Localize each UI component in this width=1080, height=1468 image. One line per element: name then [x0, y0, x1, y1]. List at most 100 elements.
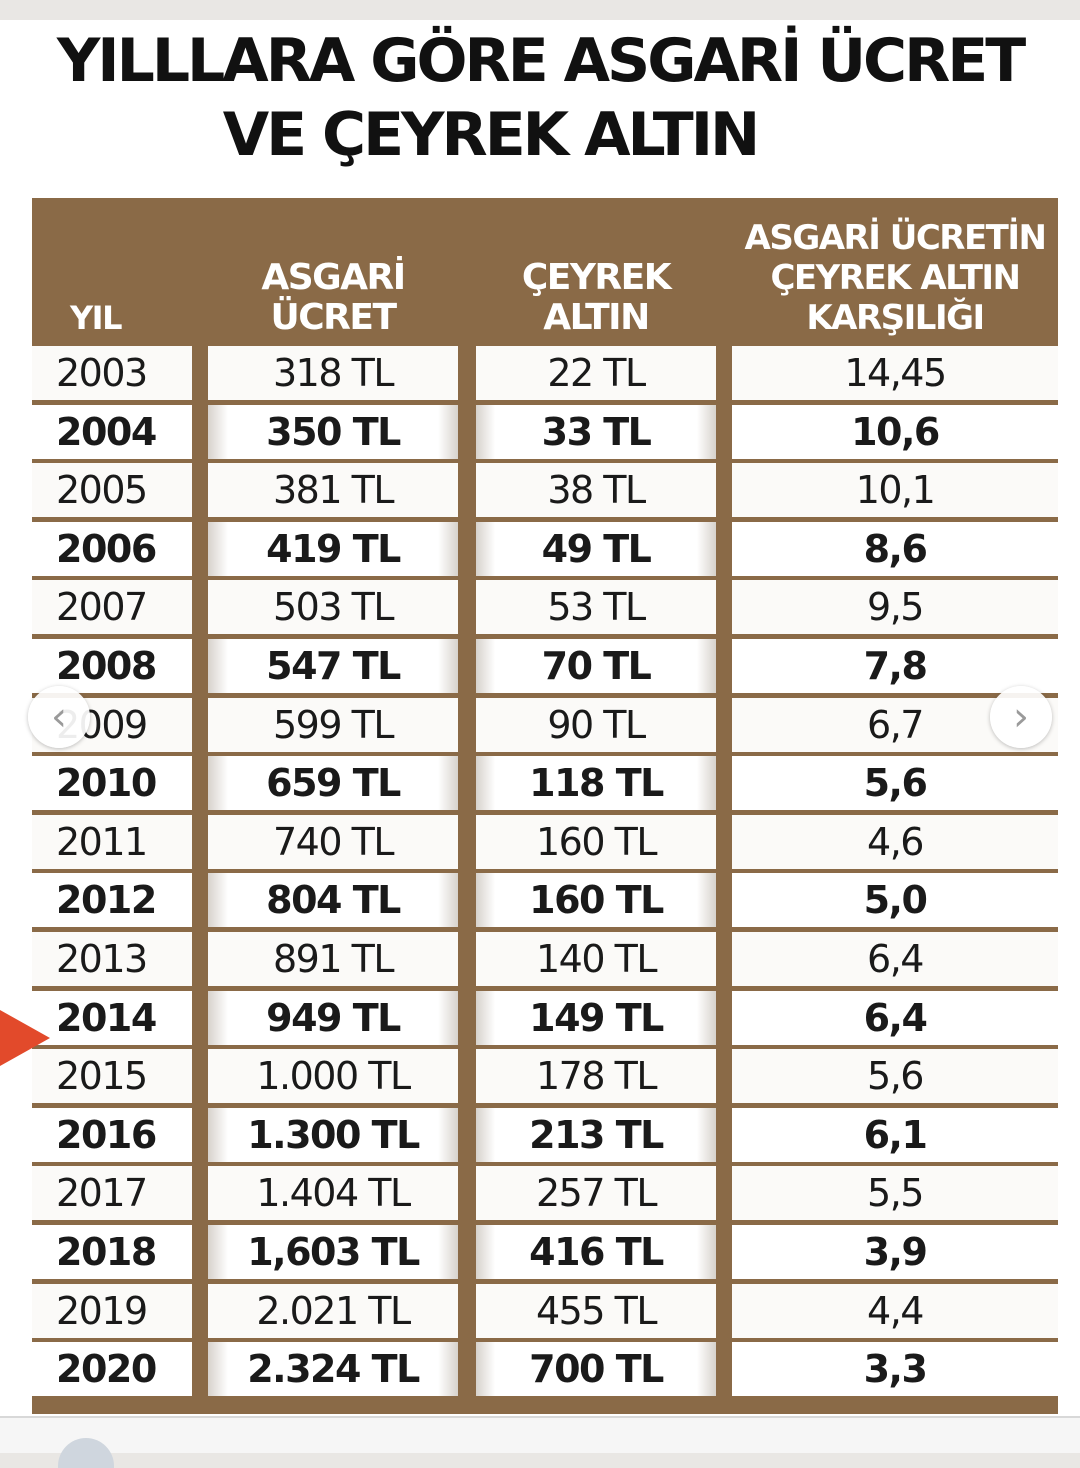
cell-ratio: 10,1	[732, 463, 1058, 518]
cell-year: 2013	[32, 931, 192, 986]
cell-quarter-gold: 700 TL	[476, 1342, 716, 1397]
cell-minimum-wage: 949 TL	[208, 990, 458, 1045]
cell-ratio: 3,9	[732, 1224, 1058, 1279]
cell-year: 2004	[32, 404, 192, 459]
cell-ratio: 6,1	[732, 1107, 1058, 1162]
cell-quarter-gold: 33 TL	[476, 404, 716, 459]
cell-quarter-gold: 178 TL	[476, 1049, 716, 1104]
cell-year: 2007	[32, 580, 192, 635]
title-line-2: VE ÇEYREK ALTIN	[222, 100, 761, 170]
cell-ratio: 6,4	[732, 931, 1058, 986]
cell-ratio: 6,4	[732, 990, 1058, 1045]
cell-year: 2017	[32, 1166, 192, 1221]
table-row: 2007 503 TL 53 TL 9,5	[32, 578, 1058, 637]
cell-quarter-gold: 70 TL	[476, 638, 716, 693]
cell-ratio: 8,6	[732, 521, 1058, 576]
cell-year: 2008	[32, 638, 192, 693]
carousel-prev-button[interactable]: ‹	[28, 686, 90, 748]
table-row: 2019 2.021 TL 455 TL 4,4	[32, 1282, 1058, 1341]
table-row: 2004 350 TL 33 TL 10,6	[32, 403, 1058, 462]
cell-minimum-wage: 804 TL	[208, 873, 458, 928]
cell-ratio: 5,6	[732, 1049, 1058, 1104]
table-row: 2020 2.324 TL 700 TL 3,3	[32, 1340, 1058, 1399]
cell-quarter-gold: 160 TL	[476, 873, 716, 928]
cell-quarter-gold: 90 TL	[476, 697, 716, 752]
table-body: 2003 318 TL 22 TL 14,45 2004 350 TL 33 TL 10,6 2…	[32, 344, 1058, 1399]
cell-quarter-gold: 22 TL	[476, 346, 716, 400]
cell-quarter-gold: 455 TL	[476, 1283, 716, 1338]
cell-quarter-gold: 257 TL	[476, 1166, 716, 1221]
cell-year: 2015	[32, 1049, 192, 1104]
header-ratio: ASGARİ ÜCRETİN ÇEYREK ALTIN KARŞILIĞI	[744, 218, 1047, 338]
chevron-left-icon: ‹	[51, 694, 67, 740]
table-row: 2006 419 TL 49 TL 8,6	[32, 520, 1058, 579]
cell-quarter-gold: 149 TL	[476, 990, 716, 1045]
cell-quarter-gold: 53 TL	[476, 580, 716, 635]
table-row: 2017 1.404 TL 257 TL 5,5	[32, 1164, 1058, 1223]
cell-minimum-wage: 547 TL	[208, 638, 458, 693]
cell-year: 2014	[32, 990, 192, 1045]
header-quarter-gold: ÇEYREK ALTIN	[521, 257, 672, 338]
cell-ratio: 4,4	[732, 1283, 1058, 1338]
table-row: 2014 949 TL 149 TL 6,4	[32, 989, 1058, 1048]
table-row: 2013 891 TL 140 TL 6,4	[32, 930, 1058, 989]
cell-year: 2012	[32, 873, 192, 928]
red-pointer-arrow	[0, 1010, 50, 1066]
cell-quarter-gold: 213 TL	[476, 1107, 716, 1162]
cell-minimum-wage: 1,603 TL	[208, 1224, 458, 1279]
cell-minimum-wage: 1.000 TL	[208, 1049, 458, 1104]
table-row: 2018 1,603 TL 416 TL 3,9	[32, 1223, 1058, 1282]
post-footer-strip	[0, 1416, 1080, 1453]
title-line-1: YILLLARA GÖRE ASGARİ ÜCRET	[56, 26, 1026, 96]
cell-minimum-wage: 1.404 TL	[208, 1166, 458, 1221]
table-row: 2012 804 TL 160 TL 5,0	[32, 871, 1058, 930]
chevron-right-icon: ›	[1013, 694, 1029, 740]
cell-minimum-wage: 503 TL	[208, 580, 458, 635]
table-row: 2015 1.000 TL 178 TL 5,6	[32, 1047, 1058, 1106]
cell-minimum-wage: 350 TL	[208, 404, 458, 459]
cell-quarter-gold: 118 TL	[476, 756, 716, 811]
cell-year: 2006	[32, 521, 192, 576]
cell-ratio: 10,6	[732, 404, 1058, 459]
table-row: 2011 740 TL 160 TL 4,6	[32, 813, 1058, 872]
cell-quarter-gold: 160 TL	[476, 814, 716, 869]
table-row: 2009 599 TL 90 TL 6,7	[32, 696, 1058, 755]
cell-minimum-wage: 891 TL	[208, 931, 458, 986]
cell-minimum-wage: 2.021 TL	[208, 1283, 458, 1338]
table-header: YIL ASGARİ ÜCRET ÇEYREK ALTIN ASGARİ ÜCR…	[32, 198, 1058, 344]
cell-year: 2003	[32, 346, 192, 400]
table-row: 2008 547 TL 70 TL 7,8	[32, 637, 1058, 696]
cell-minimum-wage: 1.300 TL	[208, 1107, 458, 1162]
header-year: YIL	[70, 299, 122, 337]
table-row: 2005 381 TL 38 TL 10,1	[32, 461, 1058, 520]
cell-minimum-wage: 318 TL	[208, 346, 458, 400]
cell-ratio: 7,8	[732, 638, 1058, 693]
cell-year: 2011	[32, 814, 192, 869]
cell-year: 2018	[32, 1224, 192, 1279]
cell-ratio: 14,45	[732, 346, 1058, 400]
cell-minimum-wage: 419 TL	[208, 521, 458, 576]
cell-ratio: 5,0	[732, 873, 1058, 928]
cell-year: 2020	[32, 1342, 192, 1397]
cell-minimum-wage: 740 TL	[208, 814, 458, 869]
cell-ratio: 5,6	[732, 756, 1058, 811]
cell-ratio: 9,5	[732, 580, 1058, 635]
cell-quarter-gold: 140 TL	[476, 931, 716, 986]
cell-minimum-wage: 381 TL	[208, 463, 458, 518]
header-minimum-wage: ASGARİ ÜCRET	[261, 257, 406, 338]
infographic-title: YILLLARA GÖRE ASGARİ ÜCRET VE ÇEYREK ALT…	[0, 24, 1080, 172]
cell-quarter-gold: 38 TL	[476, 463, 716, 518]
cell-minimum-wage: 659 TL	[208, 756, 458, 811]
cell-year: 2010	[32, 756, 192, 811]
cell-ratio: 3,3	[732, 1342, 1058, 1397]
cell-quarter-gold: 49 TL	[476, 521, 716, 576]
cell-minimum-wage: 2.324 TL	[208, 1342, 458, 1397]
cell-ratio: 4,6	[732, 814, 1058, 869]
cell-minimum-wage: 599 TL	[208, 697, 458, 752]
cell-year: 2019	[32, 1283, 192, 1338]
table-row: 2016 1.300 TL 213 TL 6,1	[32, 1106, 1058, 1165]
wage-gold-table: YIL ASGARİ ÜCRET ÇEYREK ALTIN ASGARİ ÜCR…	[32, 198, 1058, 1414]
cell-year: 2016	[32, 1107, 192, 1162]
carousel-next-button[interactable]: ›	[990, 686, 1052, 748]
cell-ratio: 5,5	[732, 1166, 1058, 1221]
